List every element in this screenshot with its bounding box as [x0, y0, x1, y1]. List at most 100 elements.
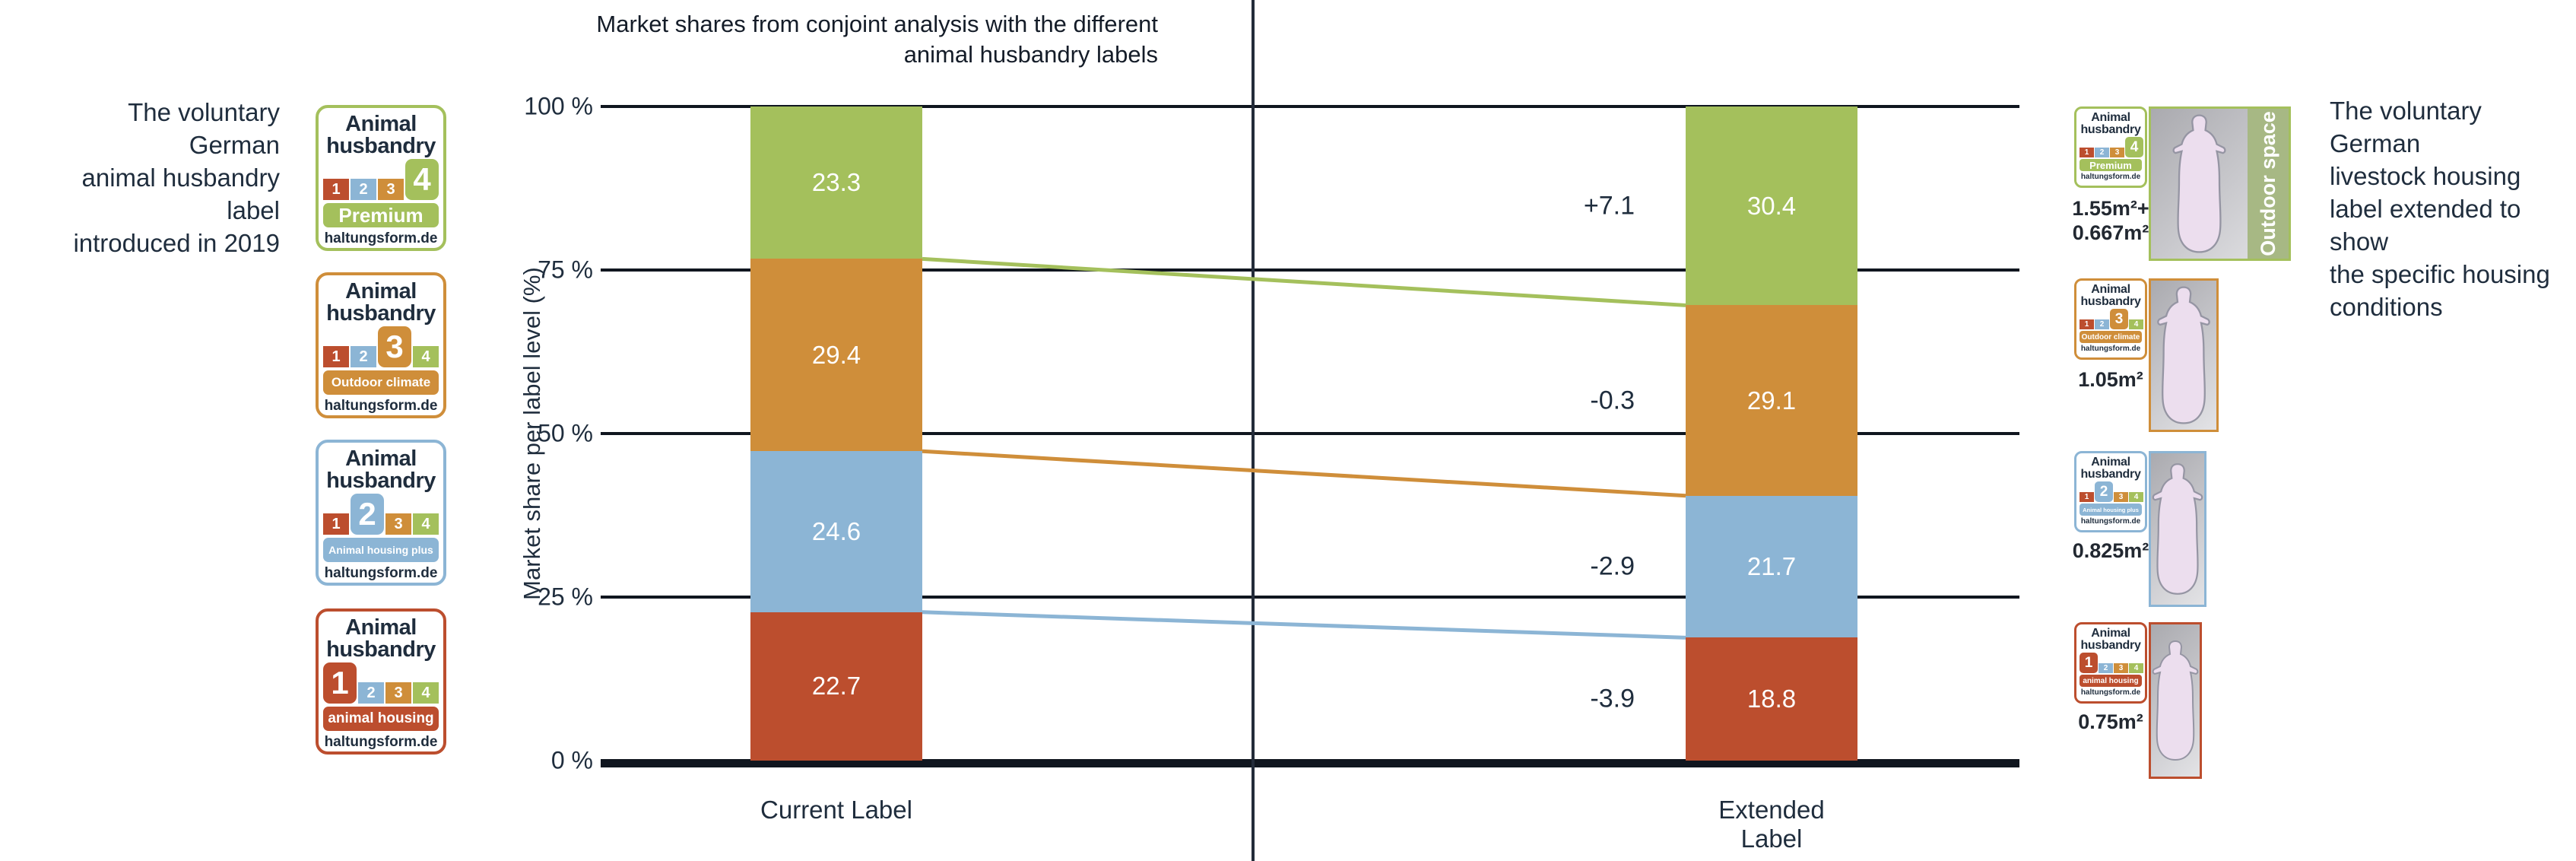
chart-title-line-2: animal husbandry labels: [903, 41, 1158, 68]
badge-title-line: Animal: [345, 446, 417, 471]
badge-title-line: Animal: [2091, 283, 2130, 296]
y-tick-label-50: 50 %: [538, 419, 593, 447]
change-label-level3: -0.3: [1590, 386, 1635, 415]
scale-step-4: 4: [413, 513, 439, 535]
connector-line-level2: [922, 610, 1686, 640]
housing-space-box-level1: [2149, 622, 2202, 779]
badge-title-line: husbandry: [2080, 295, 2141, 308]
badge-title-line: husbandry: [326, 637, 436, 662]
left-annotation-line: animal husbandry label: [81, 164, 281, 224]
badge-category-banner: Premium: [2080, 159, 2142, 171]
badge-title-line: Animal: [2091, 627, 2130, 640]
floor-area-level2: 0.825m²: [2056, 539, 2165, 563]
bar-segment-current-level4: [750, 106, 922, 259]
x-label-current: Current Label: [760, 796, 912, 824]
badge-title: Animal husbandry: [2076, 456, 2145, 481]
grid-line-25: [601, 596, 2019, 599]
badge-title-line: Animal: [345, 112, 417, 136]
badge-title: Animal husbandry: [319, 113, 443, 157]
floor-area-line: 0.825m²: [2072, 539, 2149, 562]
floor-area-line: 1.05m²: [2078, 368, 2143, 391]
y-tick-label-0: 0 %: [550, 746, 593, 774]
badge-category-banner: animal housing: [2080, 675, 2142, 687]
bar-segment-extended-level4: [1686, 106, 1857, 306]
x-label-extended: Extended Label: [1718, 796, 1825, 853]
badge-title: Animal husbandry: [319, 281, 443, 325]
scale-step-1: 1: [323, 346, 349, 367]
chart-title: Market shares from conjoint analysis wit…: [456, 9, 1158, 70]
scale-step-1: 1: [323, 513, 349, 535]
badge-site-url: haltungsform.de: [324, 230, 438, 246]
bar-segment-current-level1: [750, 612, 922, 761]
scale-step-1: 1: [323, 179, 349, 200]
pig-top-view-icon: [2172, 114, 2226, 253]
husbandry-label-badge-level2-mini: Animal husbandry 1 2 3 4 Animal housing plus ha…: [2074, 451, 2147, 532]
scale-step-4: 4: [2129, 663, 2143, 673]
scale-step-4: 4: [413, 346, 439, 367]
connector-line-level3: [922, 449, 1686, 498]
badge-category-banner: Animal housing plus: [323, 538, 439, 562]
floor-area-level3: 1.05m²: [2056, 367, 2165, 392]
y-tick-label-100: 100 %: [524, 92, 593, 120]
y-tick-label-25: 25 %: [538, 583, 593, 611]
scale-step-2: 2: [2095, 481, 2113, 502]
badge-title: Animal husbandry: [2076, 112, 2145, 136]
right-annotation-line: label extended to show: [2330, 195, 2521, 256]
badge-title-line: husbandry: [2080, 468, 2141, 481]
floor-area-line: 0.667m²: [2072, 221, 2149, 244]
badge-title: Animal husbandry: [2076, 627, 2145, 652]
floor-area-line: 0.75m²: [2078, 710, 2143, 733]
housing-space-box-level2: [2149, 451, 2206, 607]
badge-category-banner: Outdoor climate: [2080, 331, 2142, 343]
badge-site-url: haltungsform.de: [324, 565, 438, 581]
scale-step-4: 4: [2129, 492, 2143, 502]
bar-segment-extended-level2: [1686, 495, 1857, 638]
badge-category-banner: Premium: [323, 203, 439, 227]
scale-step-3: 3: [385, 513, 411, 535]
scale-step-1: 1: [2080, 492, 2094, 502]
badge-title-line: husbandry: [326, 301, 436, 326]
scale-step-3: 3: [385, 682, 411, 704]
scale-step-1: 1: [2080, 319, 2094, 329]
outdoor-space-strip: Outdoor space: [2248, 109, 2289, 259]
badge-title: Animal husbandry: [319, 617, 443, 661]
scale-step-3: 3: [2114, 492, 2128, 502]
scale-step-4: 4: [2129, 319, 2143, 329]
scale-step-3: 3: [2114, 663, 2128, 673]
badge-title-line: Animal: [2091, 111, 2130, 124]
bar-segment-current-level3: [750, 259, 922, 452]
bar-value-current-level1: 22.7: [811, 672, 861, 701]
scale-step-4: 4: [413, 682, 439, 704]
scale-step-4: 4: [405, 159, 439, 200]
scale-step-2: 2: [351, 346, 376, 367]
left-annotation-line: introduced in 2019: [73, 229, 280, 257]
badge-site-url: haltungsform.de: [2080, 173, 2141, 181]
bar-segment-extended-level3: [1686, 305, 1857, 496]
grid-line-50: [601, 432, 2019, 435]
bar-segment-extended-level1: [1686, 637, 1857, 761]
badge-title-line: husbandry: [2080, 639, 2141, 652]
left-annotation-line: The voluntary German: [128, 98, 280, 159]
scale-step-1: 1: [2080, 653, 2098, 673]
scale-step-2: 2: [2099, 663, 2113, 673]
outdoor-space-label: Outdoor space: [2256, 111, 2279, 256]
badge-title-line: Animal: [345, 279, 417, 303]
bar-value-extended-level1: 18.8: [1746, 685, 1797, 713]
right-annotation-line: The voluntary German: [2330, 97, 2482, 157]
badge-site-url: haltungsform.de: [324, 734, 438, 750]
scale-step-2: 2: [358, 682, 384, 704]
floor-area-level4: 1.55m²+ 0.667m²: [2056, 196, 2165, 245]
husbandry-label-badge-level4-mini: Animal husbandry 1 2 3 4 Premium haltungsform.d…: [2074, 106, 2147, 188]
connector-line-level4: [922, 256, 1686, 307]
badge-title-line: husbandry: [326, 134, 436, 158]
husbandry-label-badge-level3-mini: Animal husbandry 1 2 3 4 Outdoor climate haltun…: [2074, 278, 2147, 360]
badge-category-banner: Outdoor climate: [323, 370, 439, 395]
right-annotation-line: livestock housing: [2330, 162, 2521, 190]
